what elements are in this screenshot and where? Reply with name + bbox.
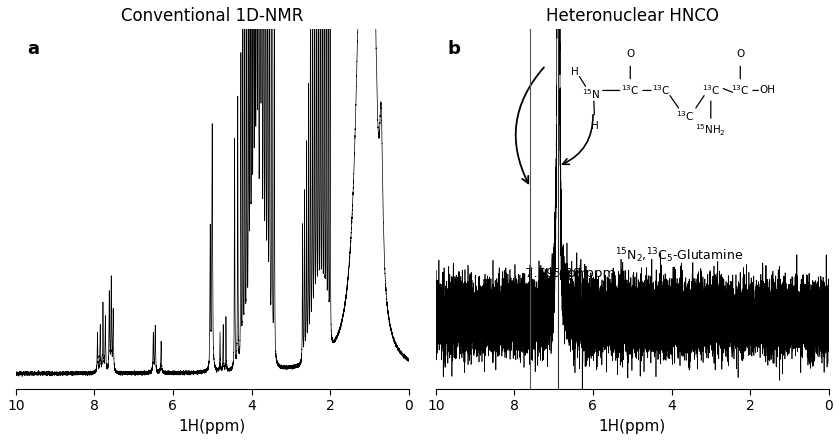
Text: H: H bbox=[591, 121, 599, 131]
Title: Conventional 1D-NMR: Conventional 1D-NMR bbox=[121, 7, 303, 25]
X-axis label: 1H(ppm): 1H(ppm) bbox=[599, 419, 666, 434]
Text: O: O bbox=[626, 49, 634, 60]
X-axis label: 1H(ppm): 1H(ppm) bbox=[179, 419, 246, 434]
Text: 6.88 ppm: 6.88 ppm bbox=[553, 267, 616, 280]
Text: $^{15}$NH$_2$: $^{15}$NH$_2$ bbox=[696, 122, 727, 138]
Title: Heteronuclear HNCO: Heteronuclear HNCO bbox=[546, 7, 719, 25]
Text: $^{13}$C: $^{13}$C bbox=[621, 83, 639, 97]
Text: $^{13}$C: $^{13}$C bbox=[701, 83, 720, 97]
Text: $^{15}$N: $^{15}$N bbox=[582, 87, 600, 101]
Text: $^{15}$N$_2$,$^{13}$C$_5$-Glutamine: $^{15}$N$_2$,$^{13}$C$_5$-Glutamine bbox=[615, 247, 743, 265]
Text: $^{13}$C: $^{13}$C bbox=[653, 83, 671, 97]
Text: a: a bbox=[28, 40, 39, 58]
Text: OH: OH bbox=[759, 86, 776, 95]
Text: b: b bbox=[448, 40, 460, 58]
Text: O: O bbox=[736, 49, 744, 60]
Text: 7.59 ppm: 7.59 ppm bbox=[524, 267, 588, 280]
Text: H: H bbox=[571, 67, 579, 78]
Text: $^{13}$C: $^{13}$C bbox=[676, 109, 695, 123]
Text: $^{13}$C: $^{13}$C bbox=[731, 83, 749, 97]
